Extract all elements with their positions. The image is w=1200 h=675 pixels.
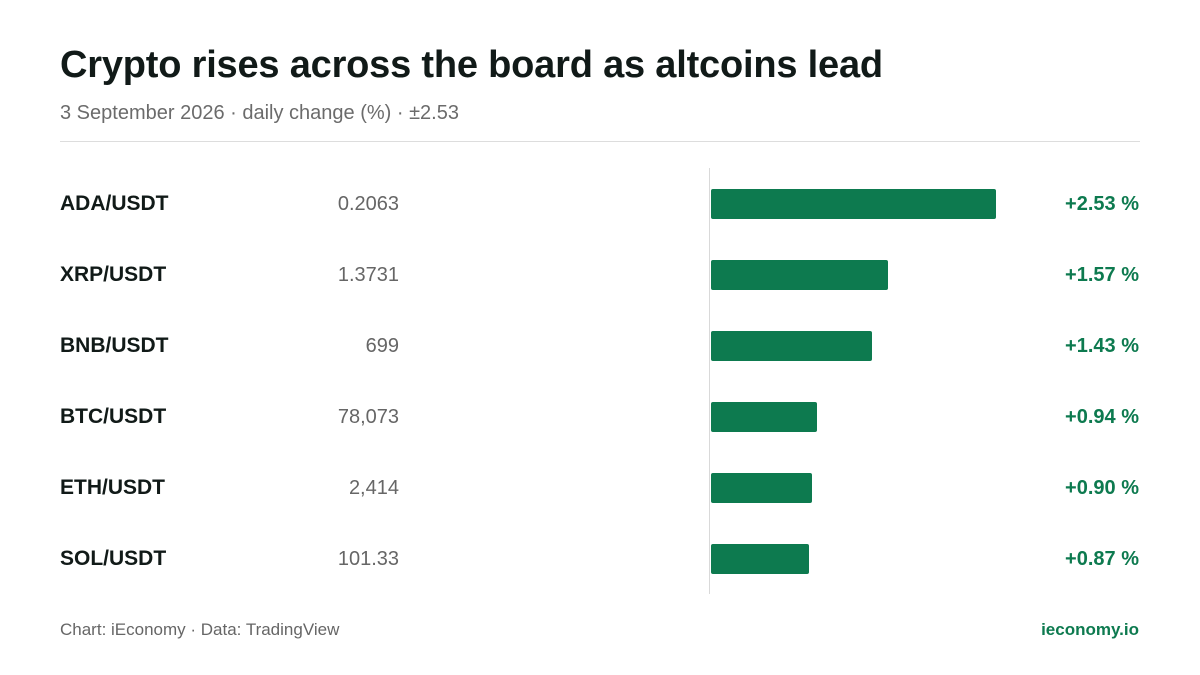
pair-label: SOL/USDT (60, 547, 167, 570)
pair-label: BNB/USDT (60, 334, 169, 357)
change-bar (711, 260, 888, 290)
chart-subtitle: 3 September 2026 · daily change (%) · ±2… (60, 102, 459, 124)
price-value: 78,073 (337, 406, 399, 428)
price-value: 2,414 (348, 477, 399, 499)
table-row: XRP/USDT 1.3731 +1.57 % (0, 255, 1200, 295)
pair-label: BTC/USDT (60, 405, 167, 428)
table-row: BNB/USDT 699 +1.43 % (0, 326, 1200, 366)
change-bar (711, 189, 996, 219)
change-bar (711, 331, 872, 361)
pair-label: XRP/USDT (60, 263, 167, 286)
change-label: +2.53 % (1065, 193, 1139, 215)
site-link[interactable]: ieconomy.io (1041, 620, 1139, 639)
price-value: 0.2063 (337, 193, 399, 215)
change-bar (711, 473, 812, 503)
chart-title: Crypto rises across the board as altcoin… (60, 44, 883, 86)
price-value: 1.3731 (337, 264, 399, 286)
zero-axis-line (709, 168, 710, 594)
table-row: BTC/USDT 78,073 +0.94 % (0, 397, 1200, 437)
price-value: 699 (365, 335, 399, 357)
table-row: SOL/USDT 101.33 +0.87 % (0, 539, 1200, 579)
change-label: +0.94 % (1065, 406, 1139, 428)
chart-credit: Chart: iEconomy · Data: TradingView (60, 620, 340, 639)
header-divider (60, 141, 1140, 142)
table-row: ETH/USDT 2,414 +0.90 % (0, 468, 1200, 508)
change-label: +0.90 % (1065, 477, 1139, 499)
table-row: ADA/USDT 0.2063 +2.53 % (0, 184, 1200, 224)
change-bar (711, 544, 809, 574)
change-label: +1.43 % (1065, 335, 1139, 357)
pair-label: ADA/USDT (60, 192, 169, 215)
change-bar (711, 402, 817, 432)
change-label: +0.87 % (1065, 548, 1139, 570)
price-value: 101.33 (337, 548, 399, 570)
pair-label: ETH/USDT (60, 476, 165, 499)
change-label: +1.57 % (1065, 264, 1139, 286)
